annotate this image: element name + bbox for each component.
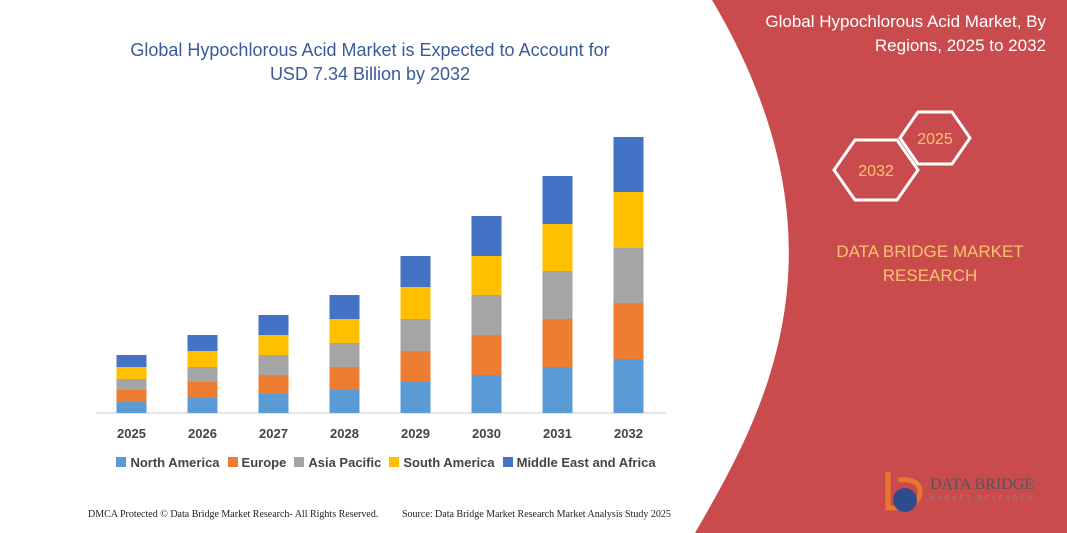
bar-segment [400,287,431,319]
bar-segment [542,224,573,271]
bar-segment [116,379,147,390]
bar-segment [116,355,147,367]
bar-segment [258,375,289,394]
bar-segment [542,319,573,367]
legend-swatch [294,457,305,467]
logo-text: DATA BRIDGE [930,476,1035,493]
bar-segment [258,355,289,375]
x-tick-label: 2030 [472,426,501,441]
bar-segment [400,319,431,351]
hexagon [898,110,972,166]
x-tick-label: 2026 [188,426,217,441]
x-tick-label: 2025 [117,426,146,441]
bar-segment [471,256,502,295]
bar-segment [542,271,573,319]
footer-right: Source: Data Bridge Market Research Mark… [402,509,671,520]
hex-label: 2025 [917,131,953,148]
legend-label: North America [130,455,220,470]
bar-segment [329,367,360,390]
bar-segment [329,343,360,367]
bar-segment [258,315,289,335]
bar-segment [471,216,502,256]
legend-item: Middle East and Africa [502,455,656,470]
chart-title: Global Hypochlorous Acid Market is Expec… [130,40,610,84]
bar-segment [187,335,218,351]
bar-segment [471,295,502,335]
legend-item: Asia Pacific [294,455,381,470]
x-tick-label: 2028 [330,426,359,441]
legend-label: South America [403,455,495,470]
bar-segment [116,390,147,402]
bar-segment [187,351,218,367]
logo-tagline: MARKET RESEARCH [930,496,1035,502]
bar-segment [116,367,147,379]
legend-item: South America [389,455,495,470]
bar-segment [400,382,431,413]
footer-left: DMCA Protected © Data Bridge Market Rese… [88,509,379,520]
bar-segment [116,402,147,413]
bar-segment [613,303,644,359]
hexagon [832,138,920,202]
bar-segment [187,382,218,398]
bar-segment [471,335,502,375]
bar-segment [329,319,360,343]
bar-segment [400,351,431,382]
bar-segment [329,295,360,319]
bar-segment [258,335,289,355]
legend-item: North America [116,455,220,470]
side-panel [695,0,1067,533]
bar-segment [613,137,644,192]
legend-label: Asia Pacific [308,455,382,470]
bar-segment [187,398,218,413]
hex-label: 2032 [858,163,894,180]
legend-swatch [116,457,127,467]
x-tick-label: 2029 [401,426,430,441]
x-tick-label: 2027 [259,426,288,441]
legend-swatch [389,457,400,467]
bar-segment [258,394,289,413]
panel-title: Global Hypochlorous Acid Market, By Regi… [765,12,1046,55]
x-tick-label: 2032 [614,426,643,441]
legend: North America Europe Asia Pacific South Ame… [96,455,676,470]
bar-segment [542,367,573,413]
legend-label: Middle East and Africa [516,455,656,470]
bar-segment [613,192,644,248]
legend-label: Europe [241,455,287,470]
bar-segment [542,176,573,224]
brand: DATA BRIDGE MARKET RESEARCH [836,242,1024,285]
legend-item: Europe [227,455,287,470]
logo-icon [893,488,917,512]
bar-segment [613,248,644,303]
bar-segment [471,375,502,413]
bar-segment [400,256,431,287]
bar-segment [187,367,218,382]
legend-swatch [502,457,513,467]
x-tick-label: 2031 [543,426,572,441]
bar-segment [329,390,360,413]
legend-swatch [227,457,238,467]
bar-segment [613,359,644,413]
